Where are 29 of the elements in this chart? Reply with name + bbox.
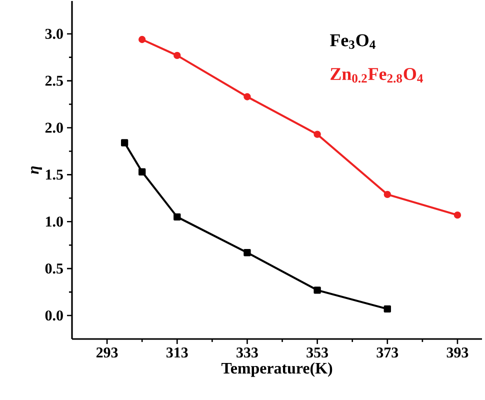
point (454, 211, 462, 219)
text: Fe$_{3}$O$_{4}$ (330, 34, 376, 49)
point (244, 249, 251, 256)
x-tick-label: 333 (236, 348, 258, 358)
y-axis-title: η (31, 166, 42, 174)
y-tick-label: 1.0 (46, 216, 63, 227)
point (314, 130, 321, 138)
x-axis-title: Temperature(K) (221, 362, 332, 377)
x-tick-label: 293 (96, 348, 118, 358)
y-tick-label: 2.5 (45, 76, 63, 86)
point (314, 286, 321, 294)
text: Zn$_{0.2}$Fe$_{2.8}$O$_{4}$ (330, 68, 423, 83)
y-tick-label: 0.5 (45, 264, 63, 274)
point (244, 93, 251, 100)
point (120, 139, 128, 146)
y-tick-label: 3.0 (45, 28, 63, 39)
x-tick-label: 353 (306, 348, 328, 358)
point (138, 36, 146, 44)
point (384, 190, 391, 198)
point (384, 305, 391, 313)
x-tick-label: 373 (376, 348, 398, 358)
point (174, 52, 181, 60)
y-tick-label: 1.5 (46, 170, 63, 180)
y-tick-label: 0.0 (45, 310, 63, 321)
y-tick-label: 2.0 (45, 122, 63, 133)
point (138, 168, 146, 176)
point (174, 213, 181, 221)
x-tick-label: 393 (446, 348, 468, 358)
x-tick-label: 313 (166, 348, 188, 358)
